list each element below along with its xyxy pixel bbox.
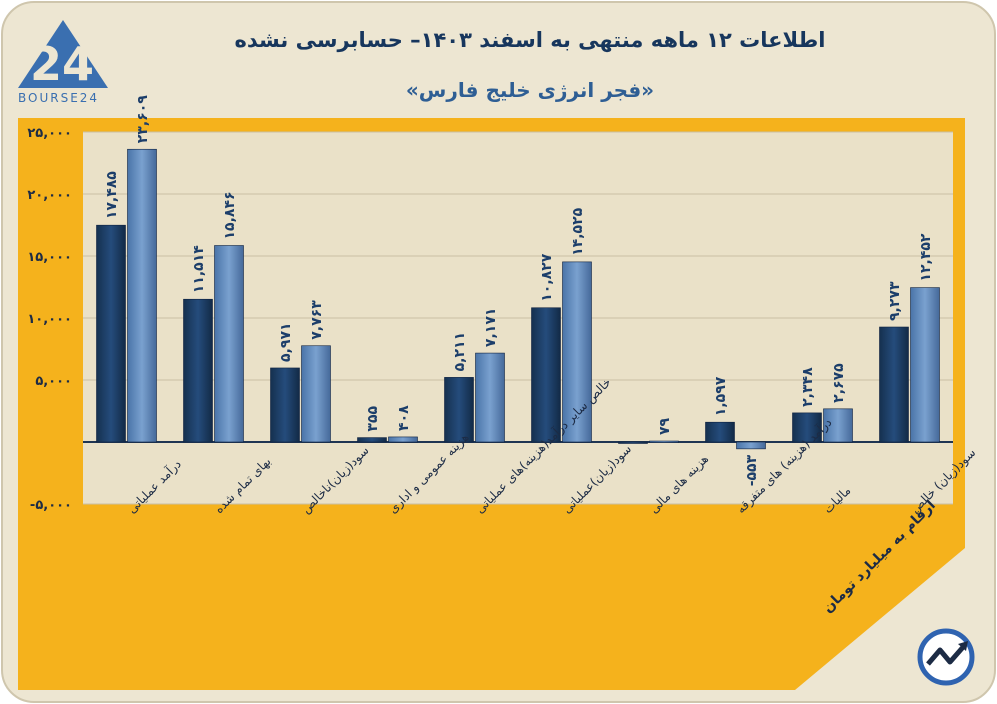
bar-series-2 [301, 345, 331, 443]
bar-series-1 [444, 377, 474, 443]
data-label: ۲,۶۷۵ [831, 363, 847, 403]
data-labels: ۱۷,۴۸۵ ۲۳,۶۰۹ ۱۱,۵۱۴ ۱۵,۸۴۶ ۵,۹۷۱ ۷,۷۶۳ ۳۵۵ ۴۰۸… [104, 95, 934, 487]
bar-series-1 [705, 421, 735, 443]
data-label: ۷,۱۷۱ [483, 308, 499, 348]
data-label: ۲۳,۶۰۹ [135, 95, 151, 143]
y-tick-label: ۲۰,۰۰۰ [27, 188, 72, 203]
data-label: ۳۵۵ [365, 406, 381, 432]
bar-series-2 [649, 440, 679, 443]
logo-text: BOURSE24 [18, 91, 100, 105]
bar-series-1 [183, 298, 213, 443]
bar-series-1 [357, 437, 387, 443]
bar-series-2 [127, 148, 157, 443]
data-label: ۵,۹۷۱ [278, 322, 294, 362]
chart-title: اطلاعات ۱۲ ماهه منتهی به اسفند ۱۴۰۳– حسا… [234, 28, 826, 52]
y-tick-label: ۱۵,۰۰۰ [27, 250, 72, 265]
y-tick-label: ۵,۰۰۰ [35, 374, 72, 389]
logo-mark-text: 24 [30, 37, 94, 91]
y-tick-label: ۲۵,۰۰۰ [27, 126, 72, 141]
data-label: ۱۰,۸۲۷ [539, 253, 555, 301]
data-label: ۴۰۸ [396, 405, 412, 431]
bar-series-1 [618, 441, 648, 444]
y-tick-label: -۵,۰۰۰ [30, 498, 72, 513]
y-tick-label: ۱۰,۰۰۰ [27, 312, 72, 327]
bar-series-2 [823, 408, 853, 443]
data-label: ۵,۲۱۱ [452, 332, 468, 372]
data-label: ۱۵,۸۴۶ [222, 191, 238, 239]
trend-badge-icon [917, 628, 975, 686]
data-label: ۲,۳۴۸ [800, 367, 816, 407]
bar-series-1 [792, 412, 822, 443]
bar-series-1 [531, 307, 561, 443]
data-label: ۷۹ [657, 417, 673, 435]
bar-series-2 [388, 436, 418, 443]
data-label: ۹,۲۷۳ [887, 281, 903, 321]
data-label: ۱۴,۵۲۵ [570, 207, 586, 255]
logo-triangle [18, 20, 108, 88]
bars [96, 148, 940, 450]
bar-series-1 [96, 224, 126, 443]
bar-series-1 [270, 367, 300, 443]
y-axis-ticks: -۵,۰۰۰ ۵,۰۰۰ ۱۰,۰۰۰ ۱۵,۰۰۰ ۲۰,۰۰۰ ۲۵,۰۰۰ [27, 126, 72, 513]
bar-series-2 [910, 287, 940, 443]
logo: 24 [18, 20, 108, 91]
bar-series-2 [562, 261, 592, 443]
data-label: ۷,۷۶۳ [309, 300, 325, 340]
chart-subtitle: «فجر انرژی خلیج فارس» [405, 78, 655, 102]
bar-series-2 [736, 441, 766, 450]
bar-series-2 [214, 245, 244, 443]
data-label: ۱,۵۹۷ [713, 376, 729, 416]
data-label: ۱۲,۴۵۲ [918, 233, 934, 281]
bar-series-2 [475, 352, 505, 443]
bar-series-1 [879, 326, 909, 443]
data-label: ۱۱,۵۱۴ [191, 245, 207, 293]
data-label: ۱۷,۴۸۵ [104, 171, 120, 219]
data-label: -۵۵۳ [744, 454, 760, 486]
